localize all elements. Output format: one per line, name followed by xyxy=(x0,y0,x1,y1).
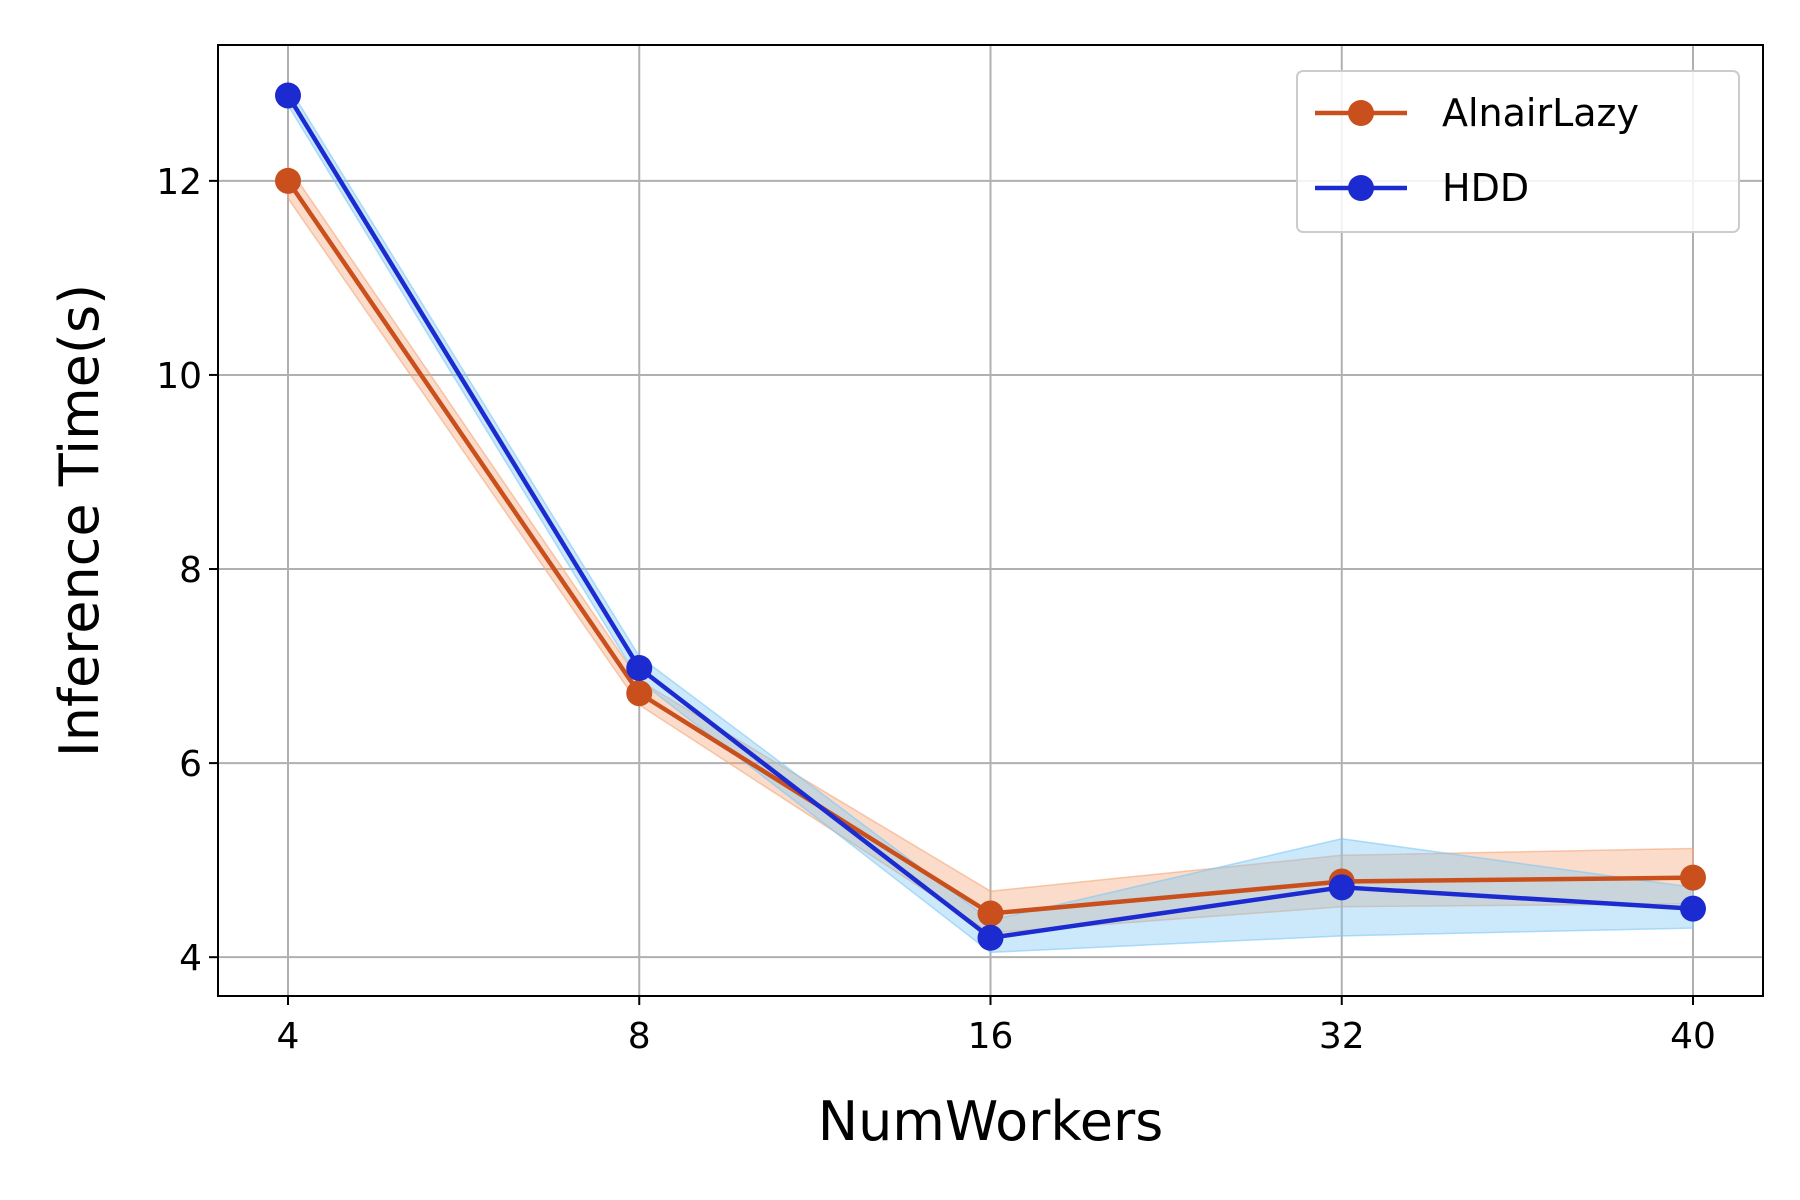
data-point xyxy=(977,900,1004,927)
data-point xyxy=(1680,864,1706,891)
y-tick-label: 6 xyxy=(179,744,202,785)
x-tick-label: 4 xyxy=(277,1016,300,1057)
series-markers xyxy=(275,82,1706,951)
data-point xyxy=(626,680,653,707)
y-tick-label: 10 xyxy=(156,356,202,397)
x-axis-label: NumWorkers xyxy=(818,1090,1164,1153)
confidence-band-1 xyxy=(287,83,1694,954)
legend-label: AlnairLazy xyxy=(1442,91,1639,135)
data-point xyxy=(1680,895,1706,922)
y-tick-label: 4 xyxy=(179,938,202,979)
data-point xyxy=(275,167,301,194)
y-tick-label: 12 xyxy=(156,162,202,203)
data-point xyxy=(977,924,1004,951)
legend-label: HDD xyxy=(1442,166,1529,210)
x-tick-label: 16 xyxy=(968,1016,1014,1057)
legend-box xyxy=(1296,70,1740,233)
data-point xyxy=(626,655,653,682)
y-axis-label: Inference Time(s) xyxy=(48,284,111,757)
x-axis-ticks: 4 8 16 32 40 xyxy=(277,996,1716,1057)
x-tick-label: 32 xyxy=(1319,1016,1365,1057)
x-tick-label: 40 xyxy=(1670,1016,1716,1057)
y-tick-label: 8 xyxy=(179,550,202,591)
legend: AlnairLazy HDD xyxy=(1296,70,1740,233)
y-axis-ticks: 4 6 8 10 12 xyxy=(156,162,218,979)
x-tick-label: 8 xyxy=(628,1016,651,1057)
data-point xyxy=(275,82,301,109)
legend-swatch-marker xyxy=(1348,175,1374,201)
legend-swatch-marker xyxy=(1348,100,1374,126)
data-point xyxy=(1328,874,1355,901)
